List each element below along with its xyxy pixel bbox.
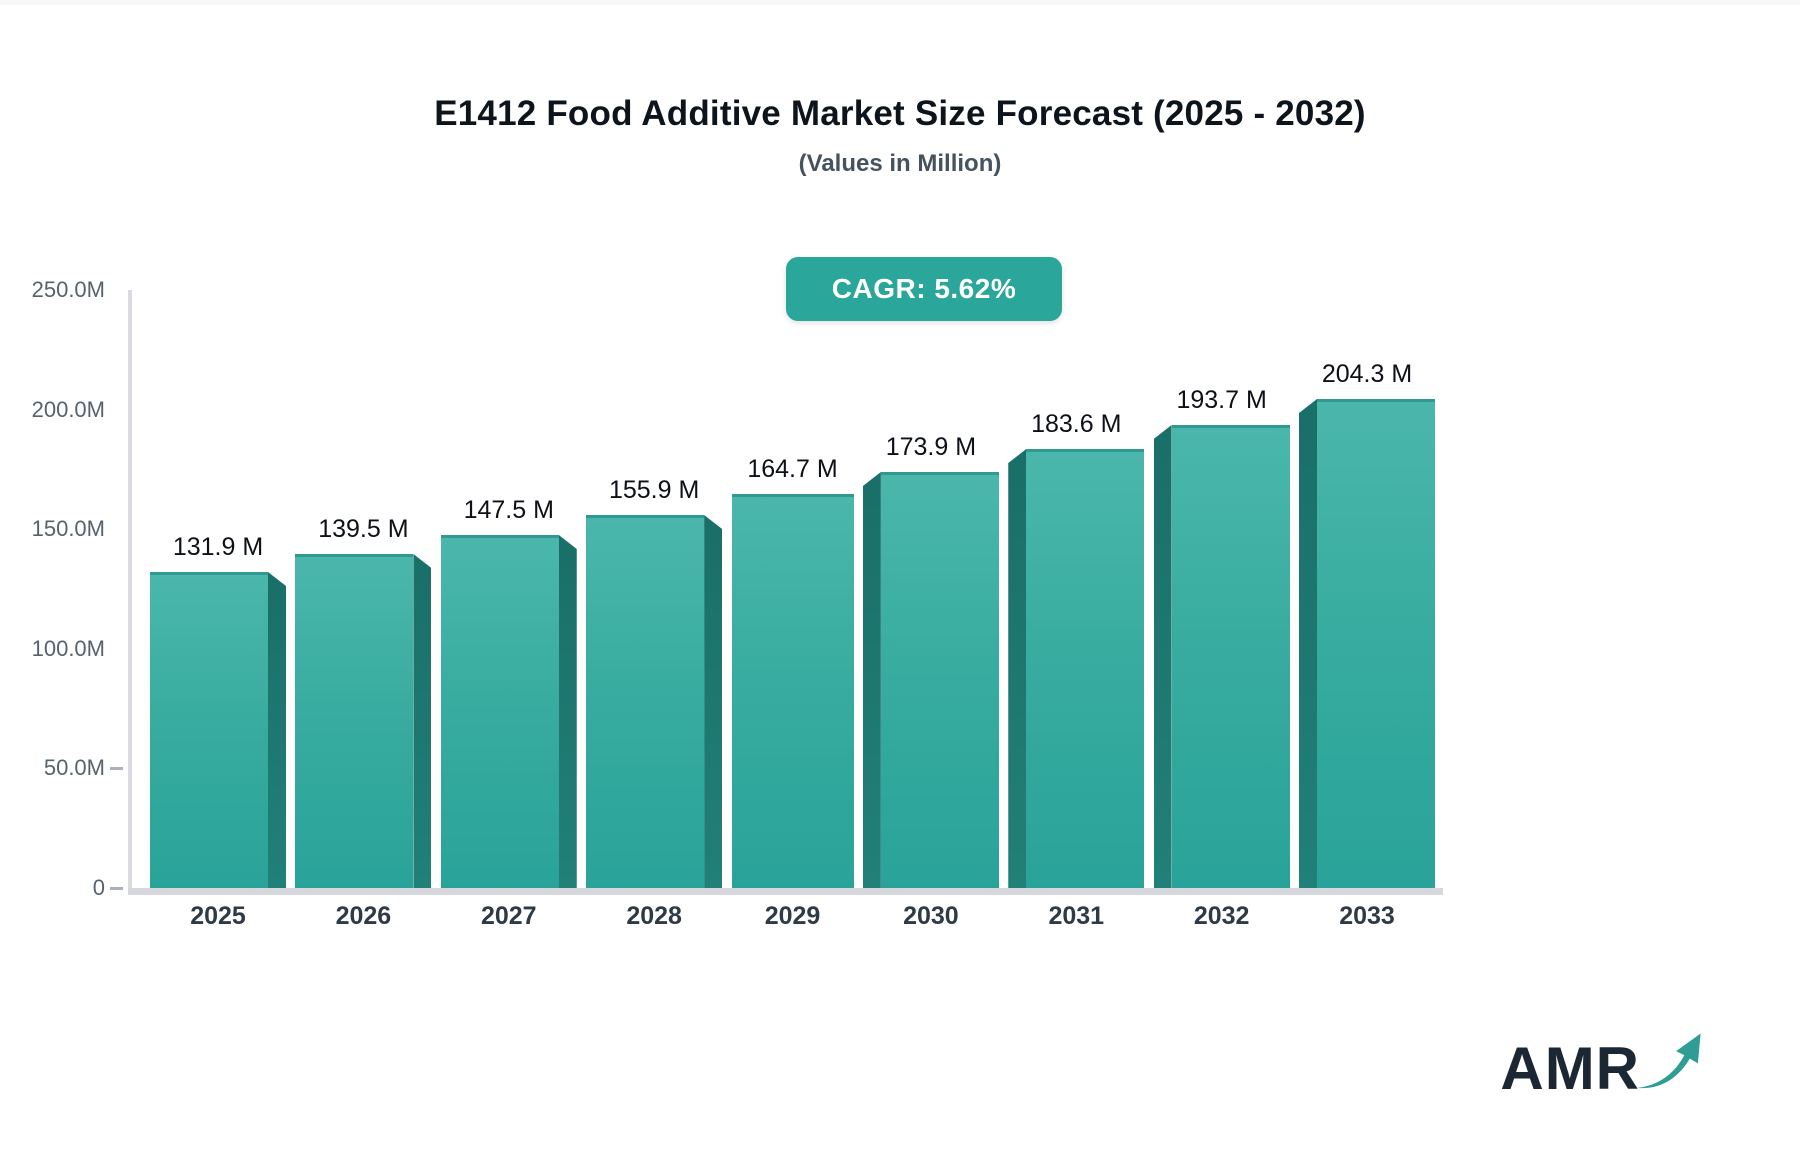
y-axis-tick xyxy=(110,767,123,771)
x-axis-label: 2026 xyxy=(335,902,392,930)
y-axis-label: 200.0M xyxy=(31,396,105,422)
bar-face xyxy=(1026,449,1145,888)
bar-top-edge xyxy=(150,572,268,575)
bar-face xyxy=(731,494,854,888)
bar: 204.3 M 2033 xyxy=(1299,360,1435,930)
x-axis-label: 2030 xyxy=(903,902,959,930)
y-axis-tick xyxy=(110,887,123,890)
bar: 193.7 M 2032 xyxy=(1153,386,1290,930)
x-axis-label: 2029 xyxy=(764,902,821,930)
cagr-badge: CAGR: 5.62% xyxy=(786,257,1062,321)
y-axis-label: 250.0M xyxy=(31,277,105,302)
bar-value-label: 147.5 M xyxy=(463,496,554,524)
y-axis: 250.0M 200.0M 150.0M 100.0M 50.0M 0 xyxy=(0,277,125,900)
x-axis-baseline xyxy=(128,888,1443,895)
chart-title: E1412 Food Additive Market Size Forecast… xyxy=(434,94,1366,133)
x-axis-label: 2027 xyxy=(480,902,537,930)
bar-value-label: 173.9 M xyxy=(885,433,977,461)
bar-top-edge xyxy=(295,554,414,557)
amr-logo-text: AMR xyxy=(1500,1035,1640,1102)
bar: 173.9 M 2030 xyxy=(862,433,999,930)
bar: 139.5 M 2026 xyxy=(295,515,432,930)
bar-value-label: 183.6 M xyxy=(1031,410,1122,438)
plot-area: 131.9 M 2025 139.5 M 2026 147.5 M 2027 155.9 M… xyxy=(150,290,1435,930)
bar-top-edge xyxy=(731,494,854,497)
bar-value-label: 139.5 M xyxy=(318,515,409,543)
trend-arrow-icon xyxy=(1636,1028,1704,1097)
bar-value-label: 155.9 M xyxy=(608,476,700,504)
bar: 164.7 M 2029 xyxy=(731,455,854,930)
bar-3d-side xyxy=(268,572,286,888)
bar-3d-side xyxy=(862,472,881,888)
bar-3d-side xyxy=(1008,449,1027,888)
bar-3d-side xyxy=(558,535,577,888)
bar-top-edge xyxy=(586,515,705,518)
bar-value-label: 164.7 M xyxy=(747,455,838,483)
x-axis-label: 2031 xyxy=(1048,902,1105,930)
bar-face xyxy=(440,535,559,888)
bar-value-label: 193.7 M xyxy=(1176,386,1267,414)
x-axis-label: 2025 xyxy=(190,902,246,930)
bar-3d-side xyxy=(1153,425,1172,888)
bar-value-label: 204.3 M xyxy=(1321,360,1413,388)
y-axis-label: 100.0M xyxy=(31,635,105,661)
bar-face xyxy=(150,572,268,888)
bar-top-edge xyxy=(1171,425,1290,428)
page-top-border xyxy=(0,0,1800,5)
bar-face xyxy=(880,472,999,888)
bar-top-edge xyxy=(1317,399,1435,402)
bar-face xyxy=(295,554,414,888)
bar: 147.5 M 2027 xyxy=(440,496,577,930)
x-axis-label: 2028 xyxy=(626,902,682,930)
bar-face xyxy=(1171,425,1290,888)
y-axis-label: 150.0M xyxy=(31,516,105,542)
bar-face xyxy=(1317,399,1435,888)
chart-subtitle: (Values in Million) xyxy=(798,150,1002,177)
bar: 183.6 M 2031 xyxy=(1008,410,1145,930)
bar-3d-side xyxy=(1299,399,1317,888)
bar-3d-side xyxy=(413,554,432,888)
amr-logo: AMR xyxy=(1500,1028,1704,1099)
bar: 131.9 M 2025 xyxy=(150,533,286,930)
y-axis-label: 0 xyxy=(92,875,105,900)
bar-face xyxy=(586,515,705,888)
bar-value-label: 131.9 M xyxy=(172,533,264,561)
bar-3d-side xyxy=(704,515,723,888)
y-axis-line xyxy=(128,290,132,888)
bar: 155.9 M 2028 xyxy=(586,476,723,930)
y-axis-label: 50.0M xyxy=(43,755,105,781)
x-axis-label: 2033 xyxy=(1339,902,1395,930)
x-axis-label: 2032 xyxy=(1193,902,1250,930)
bar-top-edge xyxy=(880,472,999,475)
bar-top-edge xyxy=(1026,449,1145,452)
bar-top-edge xyxy=(440,535,559,538)
